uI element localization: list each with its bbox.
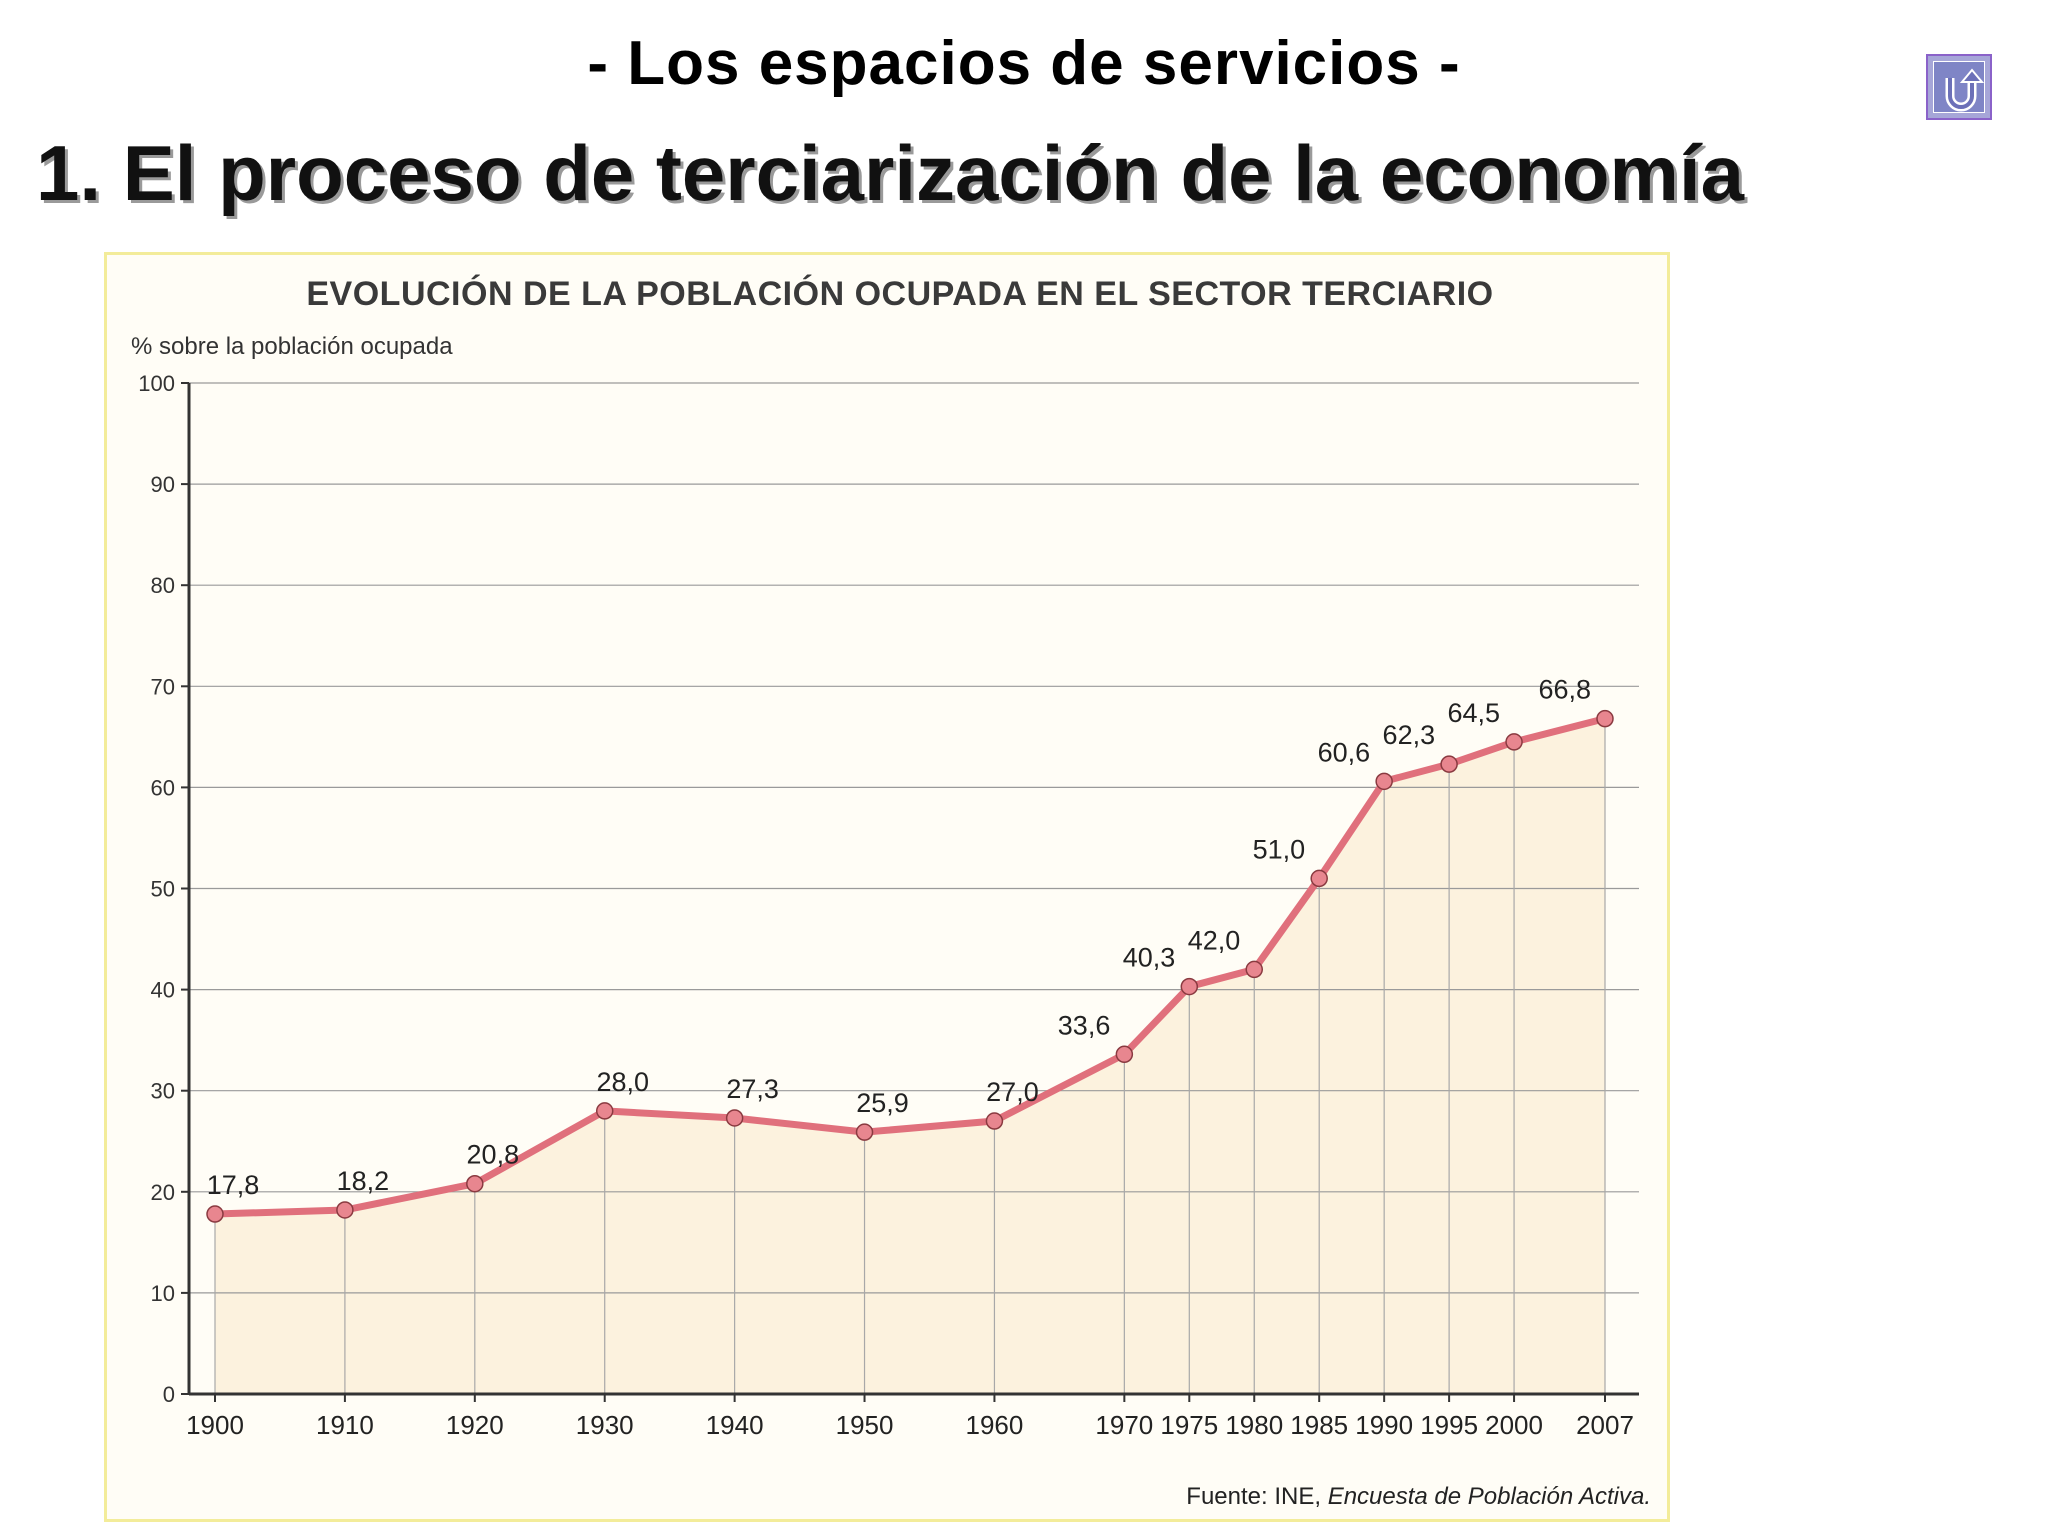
x-tick-label: 1940	[706, 1410, 764, 1440]
line-chart: 0 10 20 30 40 50 60 70 80 90 100 1900 1910 1920 1930 19…	[138, 371, 1639, 1440]
data-label: 18,2	[337, 1166, 390, 1196]
data-point	[725, 1109, 744, 1127]
data-point	[1596, 709, 1614, 728]
data-point	[1505, 733, 1523, 751]
x-tick-label: 1970	[1095, 1410, 1153, 1440]
data-label: 27,0	[986, 1077, 1039, 1107]
data-label: 25,9	[856, 1088, 909, 1118]
data-label: 51,0	[1253, 834, 1306, 864]
y-tick-label: 90	[151, 472, 175, 497]
data-point	[1180, 977, 1199, 996]
data-label: 62,3	[1383, 720, 1436, 750]
data-point	[206, 1205, 224, 1223]
y-tick-label: 0	[163, 1382, 175, 1407]
data-label: 60,6	[1318, 737, 1371, 767]
data-label: 33,6	[1058, 1010, 1111, 1040]
chart-source: Fuente: INE, Encuesta de Población Activ…	[1186, 1483, 1651, 1511]
chart-title: EVOLUCIÓN DE LA POBLACIÓN OCUPADA EN EL …	[306, 275, 1494, 313]
x-tick-label: 1980	[1225, 1410, 1283, 1440]
data-point	[1245, 960, 1264, 979]
return-button[interactable]	[1926, 54, 1992, 120]
y-axis-label: % sobre la población ocupada	[131, 333, 453, 360]
y-tick-label: 30	[151, 1079, 175, 1104]
source-prefix: Fuente: INE,	[1186, 1483, 1328, 1510]
data-label: 28,0	[596, 1067, 649, 1097]
slide-subtitle: - Los espacios de servicios -	[587, 29, 1461, 98]
y-tick-label: 70	[151, 674, 175, 699]
x-tick-label: 1910	[316, 1410, 374, 1440]
y-tick-label: 80	[151, 573, 175, 598]
x-tick-label: 2007	[1576, 1410, 1634, 1440]
data-point	[336, 1201, 354, 1219]
data-label: 40,3	[1123, 943, 1176, 973]
x-tick-label: 1985	[1290, 1410, 1348, 1440]
area-fill	[215, 718, 1605, 1394]
data-point	[1440, 755, 1458, 773]
data-point	[1375, 772, 1393, 791]
data-label: 66,8	[1538, 675, 1591, 705]
data-point	[595, 1102, 614, 1120]
data-label: 42,0	[1188, 925, 1241, 955]
x-tick-label: 1920	[446, 1410, 504, 1440]
data-point	[855, 1123, 874, 1141]
x-tick-label: 1950	[836, 1410, 894, 1440]
data-label: 64,5	[1448, 698, 1501, 728]
data-point	[466, 1174, 484, 1193]
data-label: 17,8	[207, 1170, 260, 1200]
data-label: 27,3	[726, 1074, 779, 1104]
x-tick-label: 1990	[1355, 1410, 1413, 1440]
data-point	[985, 1112, 1004, 1130]
y-tick-label: 50	[151, 877, 175, 902]
data-point	[1310, 869, 1328, 888]
slide-title: 1. El proceso de terciarización de la ec…	[36, 129, 1744, 217]
x-tick-label: 1995	[1420, 1410, 1478, 1440]
x-tick-label: 1930	[576, 1410, 634, 1440]
y-tick-label: 40	[151, 978, 175, 1003]
y-tick-label: 20	[151, 1180, 175, 1205]
chart-panel: EVOLUCIÓN DE LA POBLACIÓN OCUPADA EN EL …	[104, 252, 1670, 1522]
source-publication: Encuesta de Población Activa.	[1327, 1483, 1651, 1510]
x-tick-label: 1900	[186, 1410, 244, 1440]
data-point	[1115, 1045, 1134, 1064]
x-tick-label: 1975	[1160, 1410, 1218, 1440]
data-label: 20,8	[467, 1140, 520, 1170]
x-tick-label: 1960	[966, 1410, 1024, 1440]
y-tick-label: 60	[151, 775, 175, 800]
y-tick-label: 100	[138, 371, 175, 396]
x-tick-label: 2000	[1485, 1410, 1543, 1440]
return-arrow-icon	[1933, 61, 1985, 113]
y-tick-label: 10	[151, 1281, 175, 1306]
